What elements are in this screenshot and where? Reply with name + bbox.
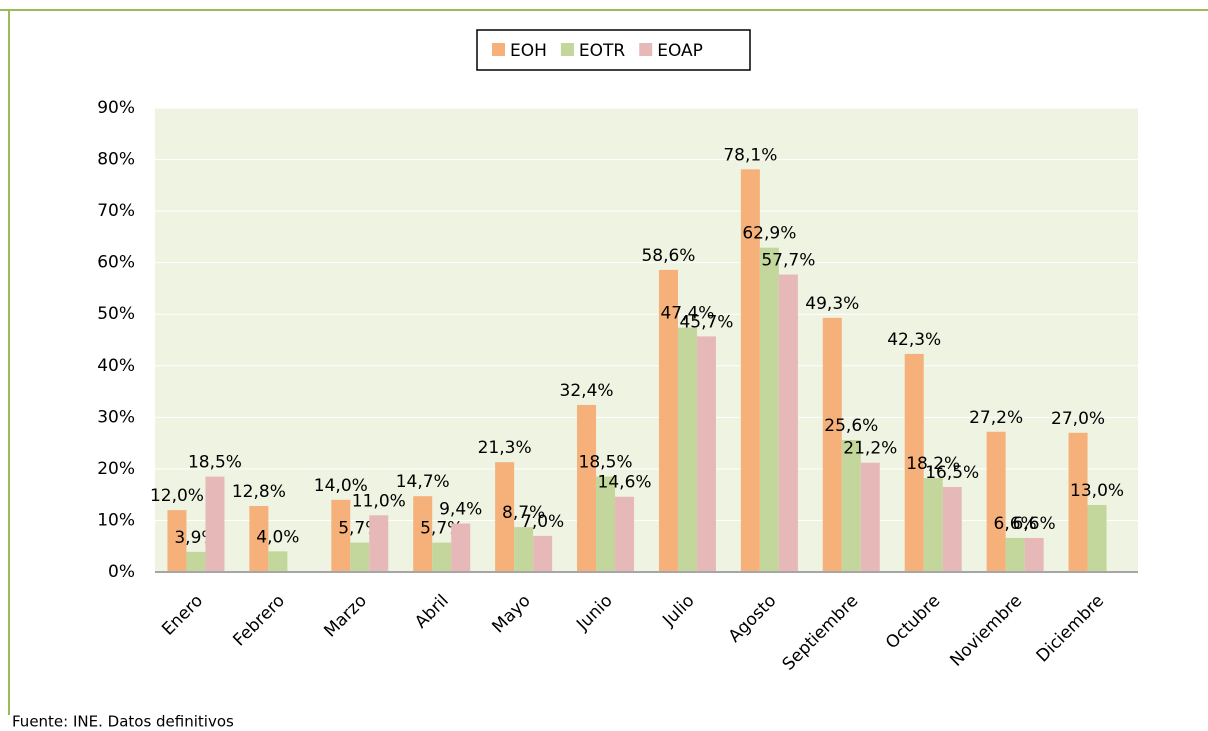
value-label: 14,7% <box>396 472 450 492</box>
legend-label: EOH <box>510 41 547 61</box>
y-tick-label: 70% <box>97 201 135 221</box>
value-label: 25,6% <box>824 416 878 436</box>
value-label: 62,9% <box>742 224 796 244</box>
x-tick-label: Julio <box>658 591 698 631</box>
value-label: 58,6% <box>641 246 695 266</box>
x-tick-label: Noviembre <box>946 591 1026 671</box>
y-tick-label: 80% <box>97 150 135 170</box>
bar <box>495 462 515 572</box>
bar <box>432 542 452 572</box>
y-tick-label: 40% <box>97 356 135 376</box>
value-label: 11,0% <box>352 491 406 511</box>
value-label: 7,0% <box>521 512 564 532</box>
bar <box>268 551 288 572</box>
value-label: 27,0% <box>1051 409 1105 429</box>
bar <box>841 440 861 572</box>
legend-label: EOAP <box>657 41 703 61</box>
value-label: 14,0% <box>314 476 368 496</box>
value-label: 6,6% <box>994 514 1037 534</box>
bar <box>350 542 370 572</box>
bar <box>331 499 351 572</box>
bar <box>942 486 962 572</box>
bar <box>904 353 924 572</box>
legend-swatch <box>492 43 505 56</box>
bar <box>923 478 943 572</box>
bar <box>778 274 798 572</box>
bar <box>451 523 471 572</box>
value-label: 18,5% <box>579 453 633 473</box>
y-tick-label: 0% <box>108 562 135 582</box>
bar <box>413 496 433 572</box>
value-label: 49,3% <box>805 294 859 314</box>
legend-swatch <box>560 43 574 56</box>
plot-area <box>155 108 1138 572</box>
bar <box>822 317 842 572</box>
bar <box>759 247 779 572</box>
value-label: 18,2% <box>906 454 960 474</box>
bar <box>677 327 697 572</box>
bar <box>1005 537 1025 572</box>
x-tick-label: Febrero <box>229 591 289 651</box>
bar <box>186 551 206 572</box>
value-label: 42,3% <box>887 330 941 350</box>
bar <box>167 510 187 572</box>
value-label: 13,0% <box>1070 481 1124 501</box>
bar <box>740 169 760 572</box>
x-tick-label: Abril <box>411 591 453 633</box>
x-tick-label: Enero <box>158 591 207 640</box>
bar <box>369 515 389 572</box>
value-label: 47,4% <box>660 304 714 324</box>
legend-swatch <box>639 43 653 56</box>
bar <box>596 476 616 572</box>
y-tick-label: 60% <box>97 253 135 273</box>
value-label: 6,6% <box>1013 514 1056 534</box>
bar <box>249 506 269 572</box>
x-tick-label: Junio <box>572 591 616 635</box>
value-label: 12,0% <box>150 486 204 506</box>
bar <box>577 404 597 572</box>
legend-box <box>476 29 751 71</box>
y-tick-label: 90% <box>97 98 135 118</box>
bar <box>986 431 1006 572</box>
value-label: 57,7% <box>761 251 815 271</box>
legend-label: EOTR <box>579 41 626 61</box>
value-label: 4,0% <box>256 527 299 547</box>
value-label: 18,5% <box>188 453 242 473</box>
x-tick-label: Octubre <box>882 591 944 653</box>
y-tick-label: 30% <box>97 407 135 427</box>
x-tick-label: Marzo <box>320 591 370 641</box>
value-label: 9,4% <box>439 500 482 520</box>
x-tick-label: Agosto <box>725 591 781 647</box>
value-label: 21,3% <box>478 438 532 458</box>
bar <box>533 535 553 572</box>
value-label: 21,2% <box>843 439 897 459</box>
value-label: 8,7% <box>502 503 545 523</box>
y-tick-label: 10% <box>97 510 135 530</box>
bar <box>205 476 225 572</box>
bar <box>1087 504 1107 572</box>
bar <box>658 269 678 572</box>
value-label: 16,5% <box>925 463 979 483</box>
value-label: 14,6% <box>598 473 652 493</box>
y-tick-label: 50% <box>97 304 135 324</box>
value-label: 78,1% <box>723 145 777 165</box>
value-label: 27,2% <box>969 408 1023 428</box>
bar <box>1024 537 1044 572</box>
bar <box>696 336 716 572</box>
value-label: 45,7% <box>679 312 733 332</box>
y-tick-label: 20% <box>97 459 135 479</box>
x-tick-label: Septiembre <box>779 591 863 675</box>
bar <box>860 462 880 572</box>
value-label: 32,4% <box>560 381 614 401</box>
x-tick-label: Mayo <box>488 591 534 637</box>
bar <box>1068 432 1088 572</box>
bar <box>615 496 635 572</box>
value-label: 12,8% <box>232 482 286 502</box>
source-note: Fuente: INE. Datos definitivos <box>12 713 234 731</box>
x-tick-label: Diciembre <box>1033 591 1109 667</box>
bar <box>514 527 534 572</box>
